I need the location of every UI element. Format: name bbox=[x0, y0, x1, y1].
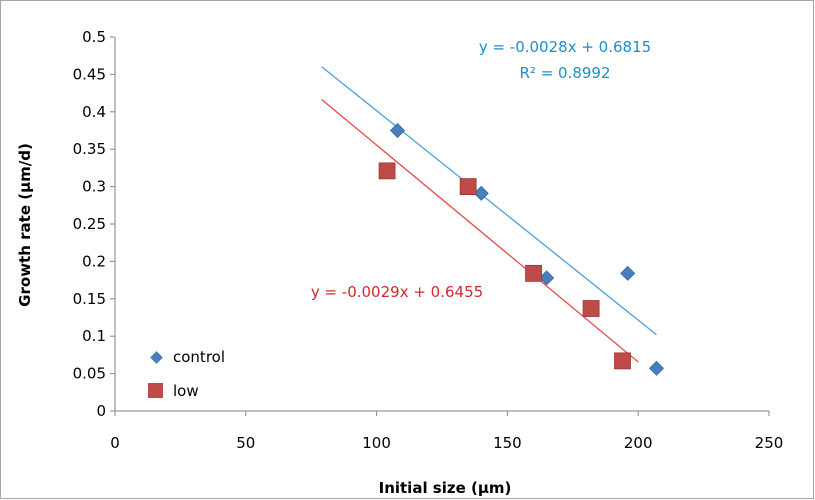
x-tick-label: 0 bbox=[110, 434, 120, 452]
y-tick-label: 0.25 bbox=[73, 215, 106, 233]
control-data-point bbox=[389, 122, 406, 139]
legend-control-diamond-marker bbox=[150, 351, 163, 364]
x-tick-label: 150 bbox=[493, 434, 522, 452]
y-axis-ticks: 0 0.05 0.1 0.15 0.2 0.25 0.3 0.35 0.4 0.45 0.5 bbox=[73, 28, 115, 420]
legend-item-control: control bbox=[150, 348, 225, 366]
legend-control-label: control bbox=[173, 348, 225, 366]
y-tick-label: 0.35 bbox=[73, 140, 106, 158]
y-tick-label: 0 bbox=[96, 402, 106, 420]
low-data-point bbox=[378, 162, 396, 180]
y-tick-label: 0.15 bbox=[73, 290, 106, 308]
x-tick-label: 100 bbox=[362, 434, 391, 452]
y-tick-label: 0.3 bbox=[82, 178, 106, 196]
legend: control low bbox=[148, 348, 225, 400]
control-data-point bbox=[648, 360, 665, 376]
y-tick-label: 0.5 bbox=[82, 28, 106, 46]
low-trendline-equation: y = -0.0029x + 0.6455 bbox=[311, 283, 483, 301]
control-data-point bbox=[620, 265, 636, 281]
data-points bbox=[378, 122, 665, 376]
low-data-point bbox=[582, 300, 600, 317]
y-tick-label: 0.45 bbox=[73, 65, 106, 83]
x-axis-title: Initial size (µm) bbox=[379, 479, 512, 497]
x-axis-ticks: 0 50 100 150 200 250 bbox=[110, 411, 783, 452]
control-data-point bbox=[473, 185, 489, 201]
y-tick-label: 0.2 bbox=[82, 252, 106, 270]
legend-item-low: low bbox=[148, 382, 199, 400]
x-tick-label: 50 bbox=[236, 434, 255, 452]
control-trendline-r-squared: R² = 0.8992 bbox=[519, 64, 610, 82]
legend-low-square-marker bbox=[148, 383, 163, 398]
control-trendline bbox=[321, 66, 657, 336]
y-tick-label: 0.05 bbox=[73, 365, 106, 383]
y-tick-label: 0.1 bbox=[82, 327, 106, 345]
legend-low-label: low bbox=[173, 382, 199, 400]
low-data-point bbox=[525, 264, 542, 282]
x-tick-label: 250 bbox=[755, 434, 784, 452]
low-trendline bbox=[321, 99, 639, 363]
y-tick-label: 0.4 bbox=[82, 103, 106, 121]
y-axis-title: Growth rate (µm/d) bbox=[16, 143, 34, 307]
control-data-point bbox=[539, 270, 555, 286]
low-data-point bbox=[614, 352, 631, 370]
trendlines bbox=[321, 66, 657, 363]
low-data-point bbox=[459, 178, 477, 196]
control-trendline-equation: y = -0.0028x + 0.6815 bbox=[479, 38, 651, 56]
x-tick-label: 200 bbox=[624, 434, 653, 452]
